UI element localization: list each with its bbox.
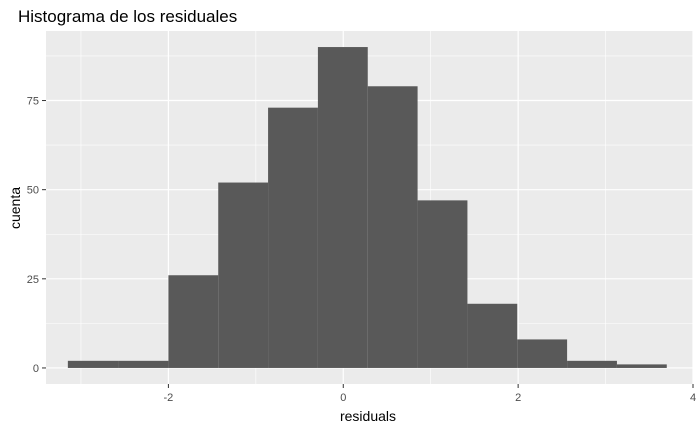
histogram-bar [118,360,169,368]
histogram-bar [467,303,518,368]
y-axis-ticks: 0 25 50 75 [27,96,46,375]
y-axis-label: cuenta [7,187,23,229]
y-tick-label: 0 [33,363,39,375]
histogram-bar [67,360,119,368]
x-tick-label: 0 [340,392,346,404]
y-tick-label: 75 [27,96,39,108]
histogram-bar [567,360,617,368]
x-tick-label: -2 [164,392,174,404]
histogram-bar [168,275,219,368]
histogram-bar [268,107,318,368]
histogram-bars [67,47,667,368]
x-axis-label: residuals [340,408,396,424]
y-tick-label: 25 [27,274,39,286]
histogram-bar [517,339,568,368]
x-tick-label: 4 [690,392,696,404]
histogram-bar [616,364,667,368]
x-axis-ticks: -2 0 2 4 [164,384,696,404]
histogram-bar [317,47,368,368]
histogram-bar [417,200,468,368]
chart-title: Histograma de los residuales [18,7,237,26]
histogram-bar [218,182,269,368]
y-tick-label: 50 [27,185,39,197]
histogram-bar [367,86,418,368]
x-tick-label: 2 [515,392,521,404]
